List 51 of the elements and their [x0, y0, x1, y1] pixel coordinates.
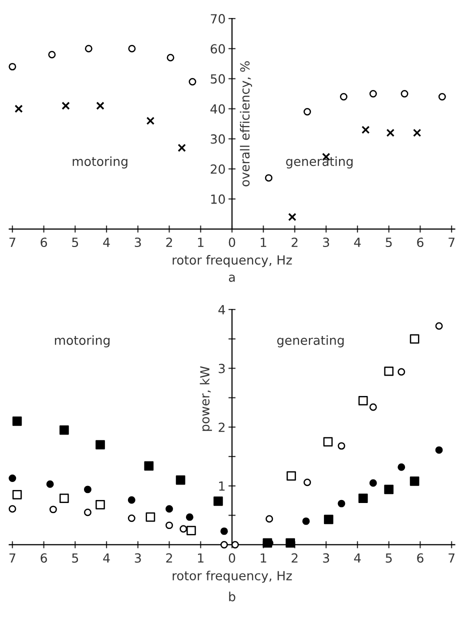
annotation: motoring — [54, 335, 110, 348]
y-tick-label: 2 — [218, 422, 224, 432]
x-tick-label: 6 — [417, 238, 424, 248]
y-tick-label: 3 — [218, 364, 225, 374]
annotation: generating — [277, 335, 344, 348]
y-tick-label: 50 — [210, 74, 225, 84]
x-tick-label: 5 — [386, 553, 392, 563]
x-tick-label: 5 — [72, 238, 78, 248]
y-tick-label: 40 — [210, 104, 225, 114]
x-tick-label: 7 — [9, 238, 16, 247]
x-tick-label: 7 — [448, 553, 454, 563]
y-axis-title: power, kW — [200, 366, 212, 431]
y-tick-label: 70 — [210, 14, 225, 24]
x-tick-label: 6 — [40, 238, 47, 248]
y-tick-label: 20 — [210, 164, 225, 174]
y-tick-label: 4 — [218, 305, 226, 314]
x-tick-label: 5 — [386, 238, 392, 248]
x-tick-label: 4 — [354, 238, 361, 247]
x-tick-label: 3 — [134, 553, 141, 563]
x-tick-label: 1 — [260, 238, 266, 247]
y-tick-label: 10 — [211, 194, 225, 204]
x-tick-label: 2 — [292, 238, 298, 247]
x-axis-title: rotor frequency, Hz — [172, 570, 292, 583]
x-tick-label: 7 — [448, 238, 454, 247]
x-tick-label: 3 — [323, 553, 330, 563]
x-tick-label: 2 — [166, 238, 172, 247]
x-tick-label: 3 — [134, 238, 141, 248]
x-tick-label: 4 — [354, 553, 361, 563]
x-tick-label: 6 — [40, 553, 47, 563]
x-axis-title: rotor frequency, Hz — [172, 255, 292, 268]
y-tick-label: 30 — [210, 134, 225, 144]
x-tick-label: 2 — [166, 553, 172, 563]
x-tick-label: 0 — [228, 553, 236, 563]
x-tick-label: 7 — [9, 553, 16, 563]
x-tick-label: 4 — [103, 238, 110, 247]
x-tick-label: 2 — [292, 553, 298, 563]
x-tick-label: 1 — [198, 238, 204, 247]
x-tick-label: 5 — [72, 553, 78, 563]
x-tick-label: 1 — [260, 553, 266, 563]
annotation: generating — [286, 156, 353, 168]
text: b — [229, 592, 236, 602]
annotation: motoring — [72, 156, 128, 168]
text: a — [228, 274, 235, 282]
x-tick-label: 1 — [198, 553, 204, 563]
y-tick-label: 60 — [210, 44, 225, 54]
x-tick-label: 3 — [323, 238, 330, 248]
x-tick-label: 4 — [103, 553, 110, 563]
y-axis-title: overall efficiency, % — [240, 61, 252, 186]
x-tick-label: 6 — [417, 553, 424, 563]
x-tick-label: 0 — [228, 238, 236, 248]
y-tick-label: 1 — [219, 482, 225, 491]
